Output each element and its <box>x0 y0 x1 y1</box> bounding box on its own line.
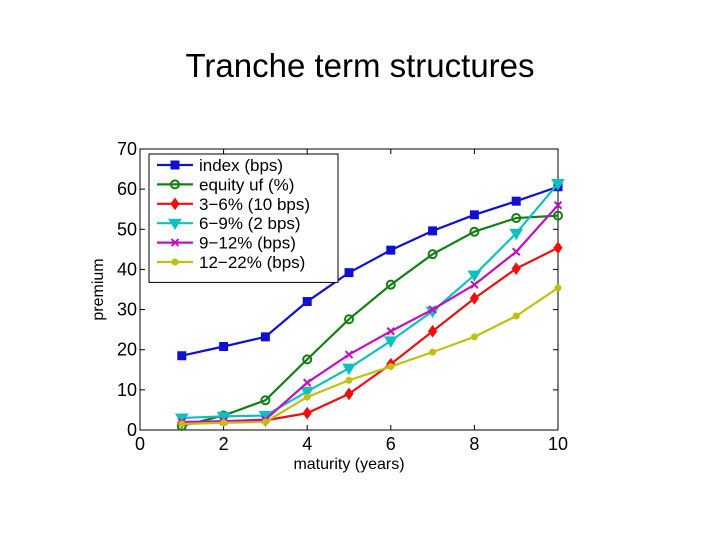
x-axis-label: maturity (years) <box>293 456 404 473</box>
data-point <box>385 279 396 290</box>
data-point <box>470 280 479 289</box>
x-tick-label: 6 <box>386 434 396 454</box>
page-title: Tranche term structures <box>185 47 535 84</box>
data-point <box>469 210 479 220</box>
x-tick-label: 2 <box>219 434 229 454</box>
series-line <box>181 286 559 426</box>
series-6 <box>178 284 562 428</box>
data-point <box>344 387 354 401</box>
y-axis-label: premium <box>90 258 107 320</box>
series-4 <box>174 179 565 425</box>
y-tick-label: 10 <box>117 380 137 400</box>
legend-label: equity uf (%) <box>199 175 294 194</box>
data-point <box>427 249 438 260</box>
x-tick-label: 0 <box>135 434 145 454</box>
data-point <box>177 351 187 361</box>
y-tick-label: 50 <box>117 219 137 239</box>
data-point <box>511 247 521 256</box>
legend-item: 6−9% (2 bps) <box>157 214 301 233</box>
data-point <box>344 268 354 278</box>
y-tick-label: 0 <box>127 420 137 440</box>
x-tick-label: 10 <box>548 434 568 454</box>
legend-marker <box>170 197 180 211</box>
data-point <box>512 312 520 320</box>
legend: index (bps)equity uf (%)3−6% (10 bps)6−9… <box>148 153 339 283</box>
legend-item: index (bps) <box>157 156 283 175</box>
legend-label: index (bps) <box>199 156 283 175</box>
data-point <box>511 262 521 275</box>
data-point <box>553 241 563 255</box>
series-line <box>181 185 559 357</box>
series-5 <box>177 200 563 427</box>
data-point <box>178 420 186 428</box>
legend-marker <box>171 258 179 266</box>
data-point <box>303 393 311 401</box>
data-point <box>428 305 437 314</box>
y-tick-label: 20 <box>117 340 137 360</box>
data-point <box>469 291 480 305</box>
data-point <box>553 200 563 210</box>
series-line <box>181 214 559 428</box>
legend-label: 12−22% (bps) <box>199 253 305 272</box>
legend-item: 3−6% (10 bps) <box>157 195 310 214</box>
y-tick-label: 70 <box>117 139 137 159</box>
legend-marker <box>170 179 180 190</box>
data-point <box>470 333 478 341</box>
y-tick-label: 60 <box>117 179 137 199</box>
series-line <box>181 204 559 424</box>
data-point <box>551 179 565 191</box>
data-point <box>467 270 482 283</box>
data-point <box>345 376 353 384</box>
legend-marker <box>168 218 182 231</box>
series-line <box>181 182 559 420</box>
legend-label: 9−12% (bps) <box>199 234 296 253</box>
data-point <box>302 297 312 307</box>
data-point <box>342 363 356 376</box>
legend-label: 6−9% (2 bps) <box>199 214 301 233</box>
data-point <box>300 386 315 399</box>
data-point <box>302 378 312 387</box>
data-point <box>428 226 438 236</box>
data-point <box>220 419 228 427</box>
legend-marker <box>170 160 180 170</box>
data-point <box>383 336 398 348</box>
data-point <box>386 327 396 336</box>
data-point <box>302 406 312 420</box>
data-point <box>386 245 396 255</box>
data-point <box>260 395 271 406</box>
x-tick-label: 4 <box>302 434 312 454</box>
y-tick-label: 30 <box>117 300 137 320</box>
data-point <box>469 226 480 237</box>
data-point <box>387 363 395 371</box>
data-point <box>261 418 269 426</box>
data-point <box>554 284 562 292</box>
legend-marker <box>170 238 180 247</box>
data-point <box>427 324 438 338</box>
legend-label: 3−6% (10 bps) <box>199 195 310 214</box>
data-point <box>344 314 354 325</box>
data-point <box>344 350 354 359</box>
data-point <box>509 228 524 241</box>
data-point <box>429 348 437 356</box>
data-point <box>511 196 521 206</box>
data-point <box>302 354 313 365</box>
legend-item: 9−12% (bps) <box>157 234 296 253</box>
x-tick-label: 8 <box>469 434 479 454</box>
y-tick-label: 40 <box>117 259 137 279</box>
series-1 <box>177 182 563 361</box>
data-point <box>511 213 522 224</box>
legend-item: equity uf (%) <box>157 175 294 194</box>
legend-item: 12−22% (bps) <box>157 253 305 272</box>
data-point <box>260 332 270 342</box>
data-point <box>553 210 563 221</box>
data-point <box>219 342 229 352</box>
